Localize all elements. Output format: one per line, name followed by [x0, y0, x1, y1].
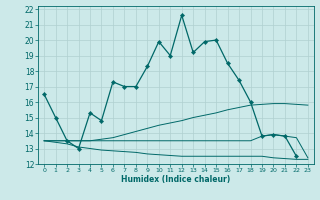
- X-axis label: Humidex (Indice chaleur): Humidex (Indice chaleur): [121, 175, 231, 184]
